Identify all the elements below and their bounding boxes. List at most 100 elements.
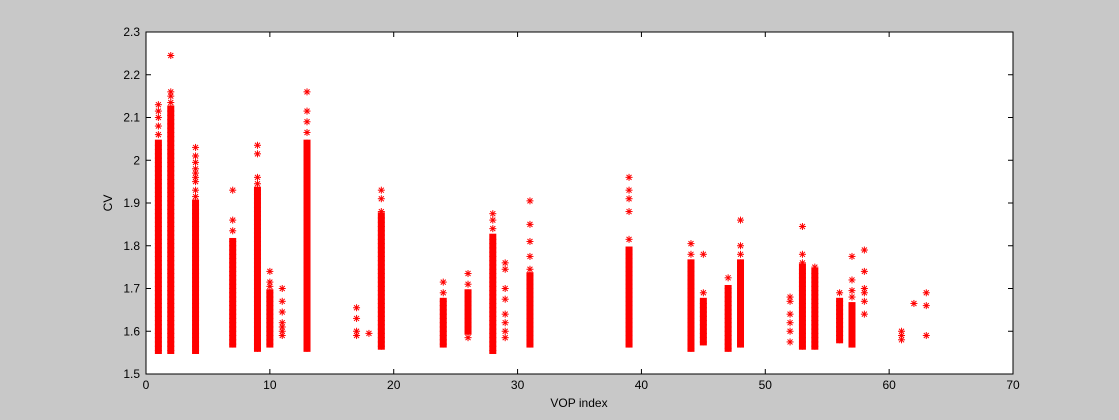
data-point — [439, 289, 447, 297]
data-point — [167, 88, 175, 96]
data-column-x29 — [501, 259, 509, 342]
data-point — [253, 233, 261, 241]
data-point — [922, 332, 930, 340]
data-point — [154, 304, 162, 312]
data-point — [154, 197, 162, 205]
y-tick-label: 1.5 — [123, 367, 140, 381]
data-point — [253, 199, 261, 207]
data-point — [303, 203, 311, 211]
data-point — [167, 265, 175, 273]
data-point — [724, 285, 732, 292]
data-point — [377, 261, 385, 269]
data-point — [836, 336, 844, 344]
y-tick-label: 2.1 — [123, 111, 140, 125]
data-column-x56 — [836, 289, 844, 344]
data-point — [489, 216, 497, 224]
data-point — [303, 107, 311, 115]
data-point — [860, 310, 868, 318]
data-point — [737, 242, 745, 250]
data-point — [229, 186, 237, 194]
data-point — [192, 329, 200, 337]
data-point — [154, 167, 162, 175]
data-point — [501, 327, 509, 335]
data-point — [353, 314, 361, 322]
x-tick-label: 70 — [1006, 378, 1020, 392]
data-point — [192, 165, 200, 173]
data-point — [625, 208, 633, 216]
data-point — [848, 302, 856, 310]
data-point — [811, 270, 819, 278]
data-point — [526, 252, 534, 260]
x-tick-label: 50 — [759, 378, 773, 392]
x-axis-label: VOP index — [550, 396, 607, 410]
data-column-x57 — [848, 252, 856, 348]
data-point — [229, 250, 237, 258]
data-point — [154, 299, 162, 307]
data-point — [464, 280, 472, 288]
data-column-x28 — [489, 210, 497, 354]
data-point — [377, 278, 385, 286]
data-point — [278, 297, 286, 305]
data-point — [154, 131, 162, 139]
data-point — [811, 338, 819, 346]
data-point — [737, 259, 745, 267]
data-point — [699, 317, 707, 325]
data-column-x54 — [811, 263, 819, 350]
data-column-x48 — [737, 216, 745, 348]
data-point — [167, 111, 175, 119]
data-point — [303, 327, 311, 335]
y-axis-label: CV — [101, 195, 115, 212]
data-point — [836, 306, 844, 314]
data-point — [353, 327, 361, 335]
data-point — [798, 317, 806, 325]
data-point — [192, 143, 200, 151]
data-point — [377, 312, 385, 320]
data-point — [154, 205, 162, 213]
data-point — [526, 314, 534, 322]
data-point — [501, 334, 509, 342]
data-point — [377, 295, 385, 303]
data-point — [192, 265, 200, 273]
data-point — [489, 317, 497, 325]
data-point — [625, 259, 633, 267]
y-tick-label: 2 — [133, 153, 140, 167]
data-point — [724, 289, 732, 297]
data-point — [154, 338, 162, 346]
data-point — [303, 128, 311, 136]
data-point — [353, 304, 361, 312]
data-point — [253, 203, 261, 211]
data-point — [278, 285, 286, 292]
data-point — [167, 163, 175, 171]
data-point — [501, 319, 509, 327]
data-column-x18 — [365, 329, 373, 337]
data-point — [439, 278, 447, 286]
data-column-x31 — [526, 197, 534, 348]
data-point — [489, 338, 497, 346]
y-tick-label: 1.7 — [123, 282, 140, 296]
data-point — [192, 244, 200, 252]
data-point — [377, 214, 385, 222]
data-point — [154, 261, 162, 269]
data-point — [253, 229, 261, 237]
data-point — [699, 250, 707, 258]
data-point — [724, 274, 732, 282]
data-point — [167, 150, 175, 158]
data-point — [253, 285, 261, 292]
data-point — [167, 146, 175, 154]
data-point — [811, 263, 819, 271]
data-point — [922, 289, 930, 297]
data-point — [154, 252, 162, 260]
data-point — [167, 218, 175, 226]
data-point — [737, 250, 745, 258]
data-column-x10 — [266, 267, 274, 348]
data-point — [303, 289, 311, 297]
ticks: 0 10 20 30 40 50 60 70 1.5 1.6 1.7 1.8 1.9 2 2.1 2.2 2.3 — [123, 25, 1020, 392]
data-column-x11 — [278, 285, 286, 340]
data-point — [303, 306, 311, 314]
data-point — [167, 252, 175, 260]
data-point — [377, 244, 385, 252]
data-point — [836, 297, 844, 305]
data-point — [266, 340, 274, 348]
data-point — [687, 259, 695, 267]
data-column-x26 — [464, 270, 472, 342]
